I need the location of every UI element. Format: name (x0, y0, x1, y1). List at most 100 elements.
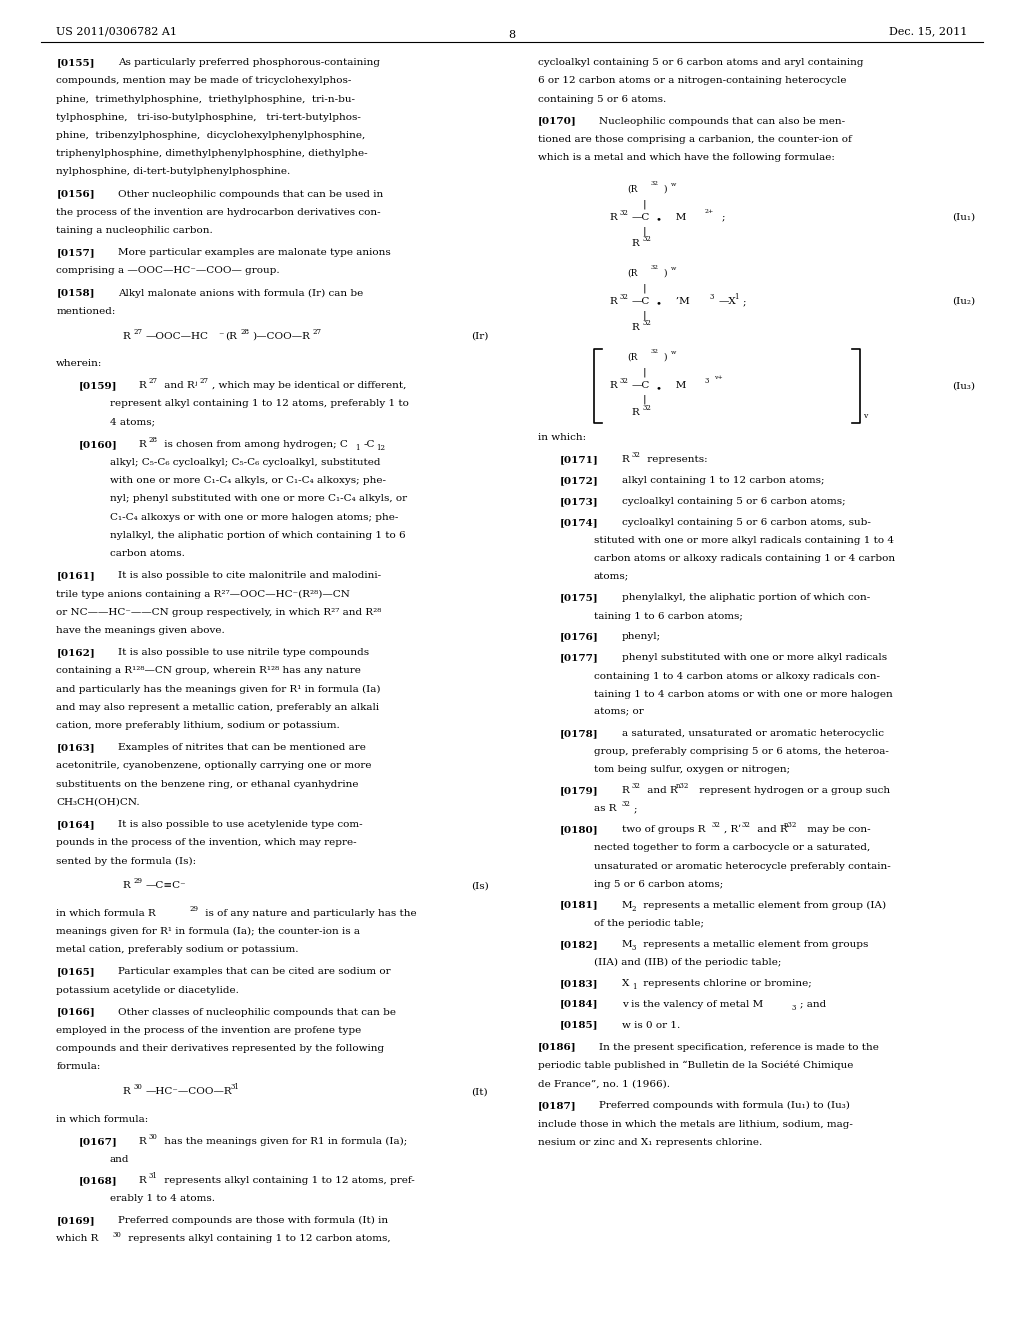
Text: [0166]: [0166] (56, 1007, 95, 1016)
Text: R: R (609, 213, 617, 222)
Text: 32: 32 (620, 209, 629, 216)
Text: [0162]: [0162] (56, 648, 95, 657)
Text: R: R (632, 323, 640, 333)
Text: [0173]: [0173] (560, 498, 599, 506)
Text: R: R (622, 455, 630, 465)
Text: two of groups R: two of groups R (622, 825, 706, 834)
Text: [0186]: [0186] (538, 1043, 577, 1052)
Text: Examples of nitrites that can be mentioned are: Examples of nitrites that can be mention… (118, 743, 366, 752)
Text: nylphosphine, di-tert-butylphenylphosphine.: nylphosphine, di-tert-butylphenylphosphi… (56, 168, 291, 177)
Text: taining 1 to 6 carbon atoms;: taining 1 to 6 carbon atoms; (594, 611, 742, 620)
Text: w: w (671, 350, 676, 355)
Text: represents alkyl containing 1 to 12 carbon atoms,: represents alkyl containing 1 to 12 carb… (125, 1234, 390, 1243)
Text: have the meanings given above.: have the meanings given above. (56, 626, 225, 635)
Text: [0174]: [0174] (560, 517, 599, 527)
Text: cycloalkyl containing 5 or 6 carbon atoms and aryl containing: cycloalkyl containing 5 or 6 carbon atom… (538, 58, 863, 67)
Text: R: R (123, 882, 131, 890)
Text: a saturated, unsaturated or aromatic heterocyclic: a saturated, unsaturated or aromatic het… (622, 729, 884, 738)
Text: (R: (R (628, 185, 638, 194)
Text: M: M (622, 900, 632, 909)
Text: represents a metallic element from groups: represents a metallic element from group… (640, 940, 868, 949)
Text: has the meanings given for R1 in formula (Ia);: has the meanings given for R1 in formula… (161, 1137, 407, 1146)
Text: Other classes of nucleophilic compounds that can be: Other classes of nucleophilic compounds … (118, 1007, 395, 1016)
Text: 32: 32 (620, 293, 629, 301)
Text: wherein:: wherein: (56, 359, 102, 368)
Text: 32: 32 (632, 451, 641, 459)
Text: include those in which the metals are lithium, sodium, mag-: include those in which the metals are li… (538, 1119, 852, 1129)
Text: [0169]: [0169] (56, 1216, 95, 1225)
Text: (Is): (Is) (471, 882, 488, 890)
Text: (Iu₂): (Iu₂) (952, 297, 976, 306)
Text: [0157]: [0157] (56, 248, 95, 257)
Text: 30: 30 (148, 1133, 158, 1140)
Text: 27: 27 (133, 327, 142, 335)
Text: (Ir): (Ir) (471, 331, 488, 341)
Text: As particularly preferred phosphorous-containing: As particularly preferred phosphorous-co… (118, 58, 380, 67)
Text: represents:: represents: (644, 455, 708, 465)
Text: cation, more preferably lithium, sodium or potassium.: cation, more preferably lithium, sodium … (56, 721, 340, 730)
Text: n32: n32 (676, 783, 689, 791)
Text: [0180]: [0180] (560, 825, 599, 834)
Text: Alkyl malonate anions with formula (Ir) can be: Alkyl malonate anions with formula (Ir) … (118, 289, 364, 298)
Text: M: M (666, 213, 686, 222)
Text: 32: 32 (650, 348, 658, 354)
Text: of the periodic table;: of the periodic table; (594, 919, 703, 928)
Text: carbon atoms.: carbon atoms. (110, 549, 184, 558)
Text: alkyl; C₅-C₆ cycloalkyl; C₅-C₆ cycloalkyl, substituted: alkyl; C₅-C₆ cycloalkyl; C₅-C₆ cycloalky… (110, 458, 380, 467)
Text: [0161]: [0161] (56, 572, 95, 581)
Text: 32: 32 (642, 404, 651, 412)
Text: 27: 27 (200, 378, 209, 385)
Text: mentioned:: mentioned: (56, 306, 116, 315)
Text: containing 5 or 6 atoms.: containing 5 or 6 atoms. (538, 95, 666, 103)
Text: erably 1 to 4 atoms.: erably 1 to 4 atoms. (110, 1195, 215, 1203)
Text: v: v (863, 412, 867, 420)
Text: triphenylphosphine, dimethylphenylphosphine, diethylphe-: triphenylphosphine, dimethylphenylphosph… (56, 149, 368, 158)
Text: 4 atoms;: 4 atoms; (110, 417, 155, 426)
Text: 32: 32 (741, 821, 751, 829)
Text: Preferred compounds with formula (Iu₁) to (Iu₃): Preferred compounds with formula (Iu₁) t… (599, 1101, 850, 1110)
Text: [0159]: [0159] (79, 381, 118, 391)
Text: 32: 32 (650, 181, 658, 186)
Text: or NC——HC⁻——CN group respectively, in which R²⁷ and R²⁸: or NC——HC⁻——CN group respectively, in wh… (56, 607, 382, 616)
Text: 32: 32 (620, 378, 629, 385)
Text: Other nucleophilic compounds that can be used in: Other nucleophilic compounds that can be… (118, 190, 383, 198)
Text: and R: and R (754, 825, 787, 834)
Text: formula:: formula: (56, 1063, 100, 1072)
Text: atoms; or: atoms; or (594, 708, 644, 717)
Text: It is also possible to use nitrile type compounds: It is also possible to use nitrile type … (118, 648, 369, 657)
Text: 30: 30 (133, 1084, 142, 1092)
Text: substituents on the benzene ring, or ethanal cyanhydrine: substituents on the benzene ring, or eth… (56, 780, 358, 788)
Text: nesium or zinc and X₁ represents chlorine.: nesium or zinc and X₁ represents chlorin… (538, 1138, 762, 1147)
Text: unsaturated or aromatic heterocycle preferably contain-: unsaturated or aromatic heterocycle pref… (594, 862, 891, 871)
Text: ): ) (664, 269, 667, 277)
Text: |: | (643, 227, 647, 236)
Text: R: R (138, 381, 146, 391)
Text: M: M (666, 381, 686, 391)
Text: w: w (671, 182, 676, 187)
Text: |: | (643, 284, 647, 293)
Text: [0158]: [0158] (56, 289, 95, 297)
Text: 6 or 12 carbon atoms or a nitrogen-containing heterocycle: 6 or 12 carbon atoms or a nitrogen-conta… (538, 77, 846, 86)
Text: [0187]: [0187] (538, 1101, 577, 1110)
Text: with one or more C₁-C₄ alkyls, or C₁-C₄ alkoxys; phe-: with one or more C₁-C₄ alkyls, or C₁-C₄ … (110, 477, 386, 486)
Text: |: | (643, 310, 647, 321)
Text: •: • (655, 300, 662, 309)
Text: tylphosphine,   tri-iso-butylphosphine,   tri-tert-butylphos-: tylphosphine, tri-iso-butylphosphine, tr… (56, 112, 361, 121)
Text: in which formula R: in which formula R (56, 908, 156, 917)
Text: nyl; phenyl substituted with one or more C₁-C₄ alkyls, or: nyl; phenyl substituted with one or more… (110, 495, 407, 503)
Text: 32: 32 (712, 821, 721, 829)
Text: 32: 32 (650, 265, 658, 269)
Text: v is the valency of metal M: v is the valency of metal M (622, 999, 763, 1008)
Text: [0185]: [0185] (560, 1020, 599, 1030)
Text: US 2011/0306782 A1: US 2011/0306782 A1 (56, 26, 177, 37)
Text: represents alkyl containing 1 to 12 atoms, pref-: represents alkyl containing 1 to 12 atom… (161, 1176, 415, 1185)
Text: 29: 29 (133, 878, 142, 886)
Text: stituted with one or more alkyl radicals containing 1 to 4: stituted with one or more alkyl radicals… (594, 536, 894, 545)
Text: 12: 12 (376, 444, 385, 451)
Text: potassium acetylide or diacetylide.: potassium acetylide or diacetylide. (56, 986, 240, 994)
Text: , Rʹ: , Rʹ (724, 825, 741, 834)
Text: R: R (138, 1176, 146, 1185)
Text: 3: 3 (710, 293, 714, 301)
Text: phenyl substituted with one or more alkyl radicals: phenyl substituted with one or more alky… (622, 653, 887, 663)
Text: 32: 32 (622, 800, 631, 808)
